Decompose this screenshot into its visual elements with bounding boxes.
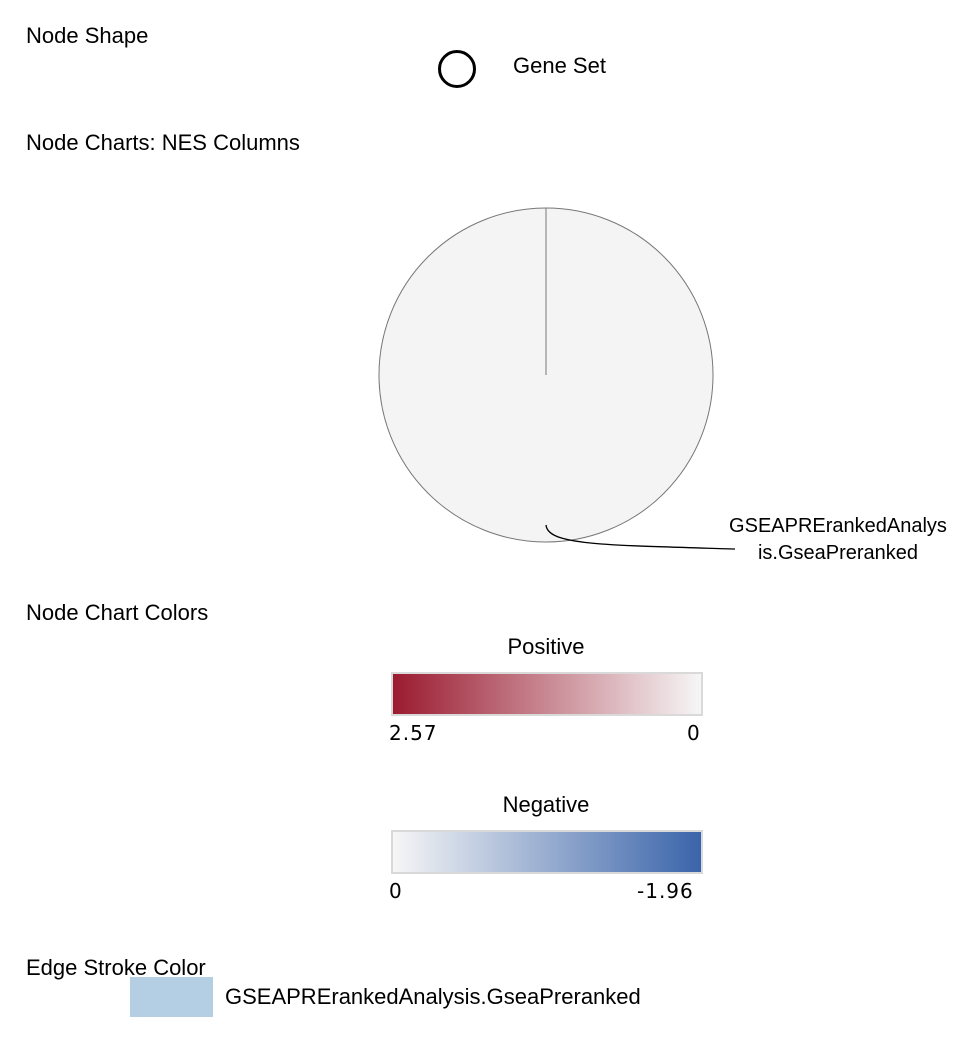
pie-slice-label: GSEAPRErankedAnalysis.GseaPreranked [729,515,947,564]
negative-min-value: -1.96 [637,879,694,903]
node-chart-pie [378,207,736,550]
edge-color-label: GSEAPRErankedAnalysis.GseaPreranked [225,984,641,1009]
node-charts-title: Node Charts: NES Columns [26,130,300,155]
positive-gradient-bar [391,672,703,716]
positive-scale-title: Positive [507,634,585,659]
negative-gradient-bar [391,830,703,874]
edge-stroke-color-title: Edge Stroke Color [26,955,206,980]
positive-min-value: 0 [687,721,701,745]
circle-outline-icon [438,50,476,88]
pie-label-leader-line [545,524,736,550]
node-shape-title: Node Shape [26,23,149,48]
edge-color-swatch [130,977,213,1017]
node-shape-label: Gene Set [513,53,606,78]
node-chart-colors-title: Node Chart Colors [26,600,209,625]
positive-max-value: 2.57 [389,721,438,745]
negative-scale-title: Negative [502,792,590,817]
negative-max-value: 0 [389,879,403,903]
